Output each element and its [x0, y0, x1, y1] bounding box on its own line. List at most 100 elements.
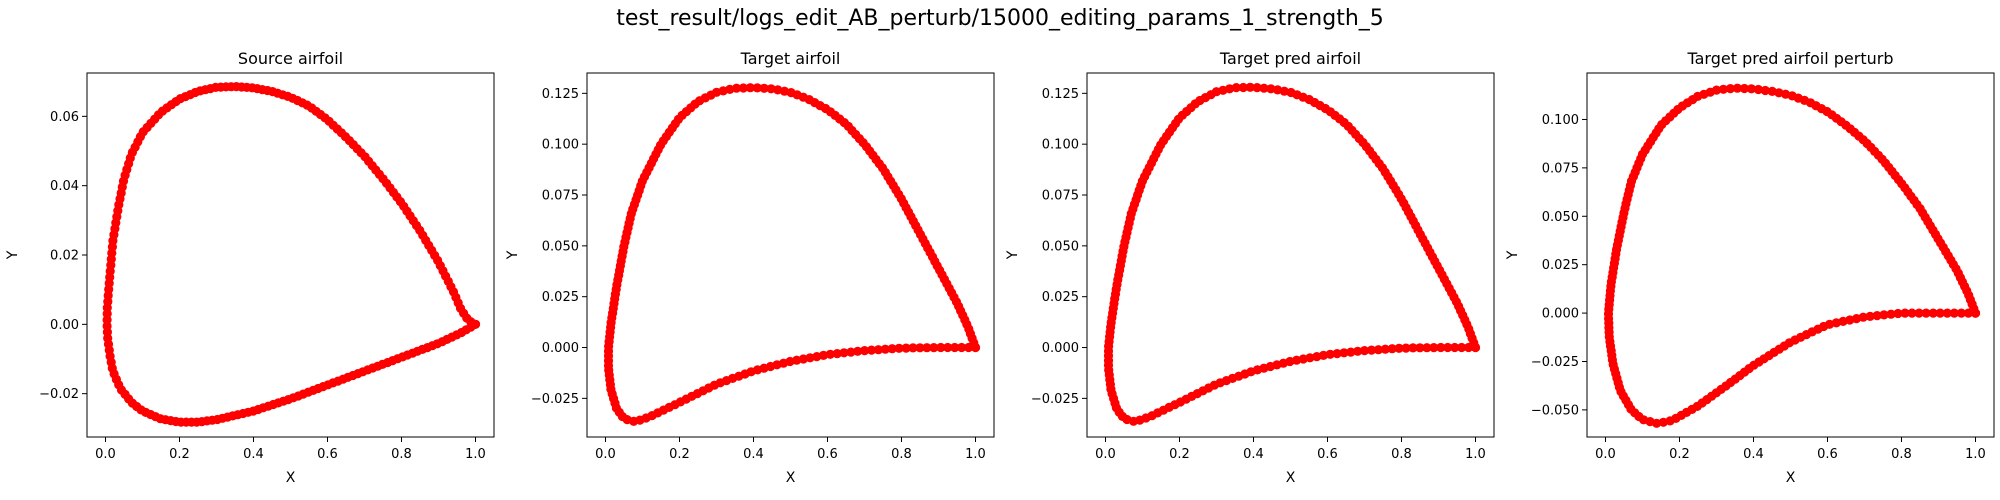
- y-tick-label: −0.050: [1531, 403, 1579, 418]
- data-point: [1746, 84, 1756, 94]
- data-point: [943, 342, 953, 353]
- data-point: [1259, 83, 1269, 93]
- x-tick-label: 1.0: [1965, 447, 1986, 462]
- data-point: [1339, 348, 1349, 358]
- data-point: [1739, 83, 1749, 94]
- data-point: [970, 342, 981, 353]
- data-point: [1858, 312, 1868, 322]
- data-point: [745, 83, 755, 93]
- y-axis-label: Y: [1505, 250, 1521, 260]
- data-point: [1394, 343, 1404, 353]
- data-point: [901, 343, 911, 353]
- y-tick-label: 0.100: [1042, 138, 1079, 153]
- y-tick-label: 0.050: [542, 239, 579, 254]
- y-tick-label: 0.075: [1042, 189, 1079, 204]
- data-point: [1245, 82, 1255, 92]
- data-point: [846, 347, 856, 357]
- data-point: [922, 343, 932, 353]
- x-tick-label: 1.0: [965, 447, 986, 462]
- y-tick-label: 0.000: [1542, 307, 1579, 322]
- x-tick-label: 0.0: [595, 447, 616, 462]
- data-point: [839, 348, 849, 358]
- data-point: [1767, 86, 1777, 96]
- data-point: [1401, 343, 1411, 353]
- x-axis-label: X: [286, 470, 296, 486]
- data-point: [1422, 343, 1432, 353]
- data-point: [1450, 342, 1460, 353]
- x-tick-label: 0.2: [669, 447, 690, 462]
- data-point: [1470, 342, 1481, 353]
- airfoil-line: [1607, 87, 1977, 425]
- data-point: [1963, 308, 1973, 318]
- data-point: [1464, 342, 1474, 353]
- data-point: [1266, 84, 1276, 94]
- y-tick-label: 0.075: [542, 189, 579, 204]
- data-point: [950, 342, 960, 353]
- x-tick-label: 0.0: [1595, 447, 1616, 462]
- y-tick-label: 0.050: [1542, 210, 1579, 225]
- data-point: [873, 345, 884, 355]
- x-tick-label: 0.2: [1169, 447, 1190, 462]
- data-point: [880, 344, 890, 354]
- y-tick-label: 0.125: [1042, 87, 1079, 102]
- y-tick-label: 0.025: [542, 290, 579, 305]
- data-point: [1921, 308, 1931, 318]
- y-tick-label: 0.100: [542, 138, 579, 153]
- data-point: [738, 83, 749, 93]
- x-tick-label: 0.6: [317, 447, 338, 462]
- x-tick-label: 0.4: [1743, 447, 1764, 462]
- x-tick-label: 1.0: [465, 447, 486, 462]
- y-tick-label: 0.025: [1542, 258, 1579, 273]
- data-point: [1900, 308, 1910, 318]
- data-point: [915, 343, 925, 353]
- x-tick-label: 0.0: [95, 447, 116, 462]
- data-point: [1408, 343, 1418, 353]
- subplot-title: Target airfoil: [740, 49, 841, 68]
- data-point: [1436, 342, 1446, 353]
- x-tick-label: 0.8: [1891, 447, 1912, 462]
- y-tick-label: 0.000: [1042, 341, 1079, 356]
- y-tick-label: 0.100: [1542, 113, 1579, 128]
- data-point: [1879, 310, 1889, 320]
- data-point: [1359, 346, 1370, 356]
- data-point: [1457, 342, 1467, 353]
- data-point: [818, 350, 829, 360]
- y-tick-label: 0.02: [50, 249, 79, 264]
- x-tick-label: 0.2: [169, 447, 190, 462]
- data-point: [1914, 308, 1924, 318]
- data-point: [1415, 343, 1425, 353]
- data-point: [1865, 311, 1875, 321]
- x-tick-label: 0.6: [817, 447, 838, 462]
- x-tick-label: 0.0: [1095, 447, 1116, 462]
- data-point: [929, 343, 939, 353]
- data-point: [1732, 83, 1742, 93]
- y-tick-label: −0.025: [1031, 392, 1079, 407]
- data-point: [1893, 308, 1903, 319]
- data-point: [887, 344, 897, 354]
- y-tick-label: 0.00: [50, 318, 79, 333]
- x-axis-label: X: [786, 470, 796, 486]
- subplot-title: Source airfoil: [238, 49, 343, 68]
- data-point: [957, 342, 967, 353]
- y-axis-label: Y: [5, 250, 21, 260]
- y-axis-label: Y: [1005, 250, 1021, 260]
- data-point: [908, 343, 918, 353]
- data-point: [825, 349, 835, 359]
- data-point: [1949, 308, 1959, 318]
- y-tick-label: 0.000: [542, 341, 579, 356]
- y-tick-label: 0.04: [50, 179, 79, 194]
- y-tick-label: −0.025: [531, 392, 579, 407]
- axes-frame: [1586, 72, 1995, 438]
- subplot-target-airfoil: Target airfoil 0.0 0.2 0.4 0.6 0.8 1.0 −0.025 0.…: [505, 49, 995, 486]
- data-point: [1305, 353, 1315, 363]
- data-point: [759, 83, 769, 93]
- subplot-title: Target pred airfoil: [1219, 49, 1361, 68]
- x-tick-label: 0.4: [243, 447, 264, 462]
- x-tick-label: 0.6: [1317, 447, 1338, 462]
- data-point: [1238, 82, 1248, 93]
- data-point: [470, 319, 481, 329]
- data-point: [1718, 84, 1728, 94]
- x-axis-label: X: [1286, 470, 1296, 486]
- subplot-source-airfoil: Source airfoil 0.0 0.2 0.4 0.6 0.8 1.0 −0.02 0.0…: [5, 49, 495, 486]
